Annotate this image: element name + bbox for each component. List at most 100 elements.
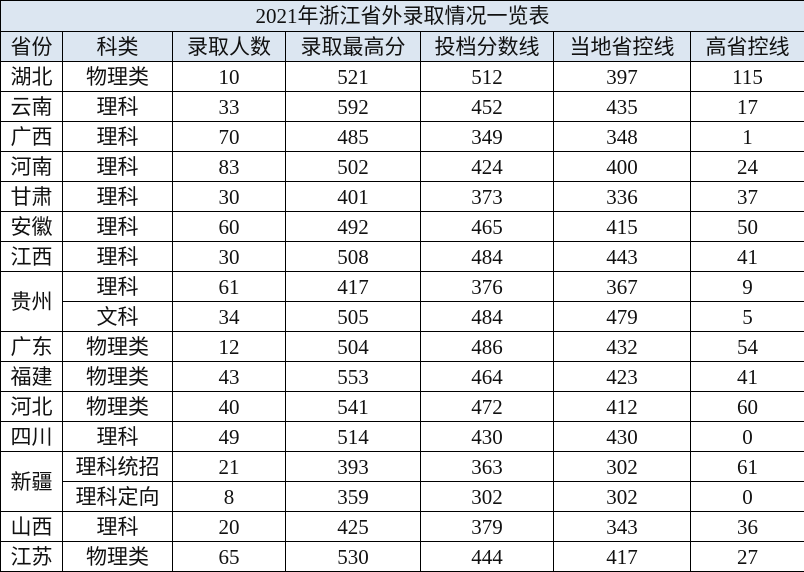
value-cell: 397 [554,62,691,92]
value-cell: 367 [554,272,691,302]
value-cell: 0 [691,482,804,512]
value-cell: 423 [554,362,691,392]
category-cell: 理科 [63,212,173,242]
column-header: 投档分数线 [421,32,554,62]
value-cell: 504 [286,332,421,362]
category-cell: 理科统招 [63,452,173,482]
value-cell: 502 [286,152,421,182]
province-cell: 河北 [1,392,63,422]
value-cell: 115 [691,62,804,92]
value-cell: 1 [691,122,804,152]
province-cell: 山西 [1,512,63,542]
value-cell: 432 [554,332,691,362]
value-cell: 373 [421,182,554,212]
value-cell: 61 [173,272,286,302]
value-cell: 41 [691,242,804,272]
value-cell: 83 [173,152,286,182]
column-header: 省份 [1,32,63,62]
category-cell: 理科 [63,272,173,302]
value-cell: 465 [421,212,554,242]
category-cell: 理科 [63,122,173,152]
value-cell: 33 [173,92,286,122]
value-cell: 412 [554,392,691,422]
value-cell: 8 [173,482,286,512]
category-cell: 物理类 [63,392,173,422]
value-cell: 10 [173,62,286,92]
value-cell: 424 [421,152,554,182]
value-cell: 530 [286,542,421,572]
value-cell: 486 [421,332,554,362]
province-cell: 江西 [1,242,63,272]
value-cell: 49 [173,422,286,452]
value-cell: 30 [173,182,286,212]
category-cell: 理科定向 [63,482,173,512]
value-cell: 401 [286,182,421,212]
value-cell: 20 [173,512,286,542]
value-cell: 40 [173,392,286,422]
province-cell: 四川 [1,422,63,452]
column-header: 高省控线 [691,32,804,62]
value-cell: 9 [691,272,804,302]
value-cell: 65 [173,542,286,572]
value-cell: 400 [554,152,691,182]
province-cell: 云南 [1,92,63,122]
category-cell: 理科 [63,92,173,122]
value-cell: 541 [286,392,421,422]
value-cell: 41 [691,362,804,392]
value-cell: 514 [286,422,421,452]
province-cell: 安徽 [1,212,63,242]
province-cell: 甘肃 [1,182,63,212]
value-cell: 553 [286,362,421,392]
category-cell: 物理类 [63,542,173,572]
value-cell: 508 [286,242,421,272]
value-cell: 521 [286,62,421,92]
value-cell: 36 [691,512,804,542]
category-cell: 文科 [63,302,173,332]
value-cell: 27 [691,542,804,572]
value-cell: 24 [691,152,804,182]
value-cell: 443 [554,242,691,272]
column-header: 录取最高分 [286,32,421,62]
value-cell: 393 [286,452,421,482]
value-cell: 435 [554,92,691,122]
value-cell: 444 [421,542,554,572]
category-cell: 物理类 [63,62,173,92]
value-cell: 505 [286,302,421,332]
value-cell: 430 [554,422,691,452]
value-cell: 512 [421,62,554,92]
value-cell: 302 [554,452,691,482]
value-cell: 5 [691,302,804,332]
value-cell: 484 [421,302,554,332]
value-cell: 417 [286,272,421,302]
category-cell: 理科 [63,422,173,452]
value-cell: 425 [286,512,421,542]
value-cell: 379 [421,512,554,542]
value-cell: 43 [173,362,286,392]
province-cell: 新疆 [1,452,63,512]
value-cell: 452 [421,92,554,122]
value-cell: 302 [554,482,691,512]
column-header: 录取人数 [173,32,286,62]
category-cell: 物理类 [63,332,173,362]
value-cell: 17 [691,92,804,122]
header-row: 省份科类录取人数录取最高分投档分数线当地省控线高省控线 [1,32,804,62]
value-cell: 485 [286,122,421,152]
value-cell: 12 [173,332,286,362]
value-cell: 343 [554,512,691,542]
value-cell: 0 [691,422,804,452]
value-cell: 61 [691,452,804,482]
value-cell: 34 [173,302,286,332]
